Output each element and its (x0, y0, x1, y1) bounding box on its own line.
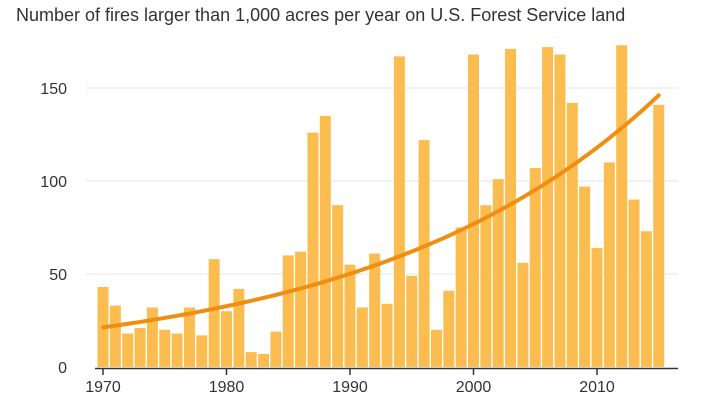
bar-1981 (233, 288, 245, 367)
bar-2015 (653, 104, 665, 368)
bars (97, 45, 665, 368)
bar-2012 (616, 45, 628, 367)
bar-2000 (468, 54, 479, 368)
y-tick-label-50: 50 (49, 267, 67, 284)
y-tick-label-150: 150 (40, 81, 67, 98)
trend-line (101, 93, 661, 330)
bar-1988 (319, 115, 331, 368)
chart-subtitle: Number of fires larger than 1,000 acres … (16, 5, 626, 25)
bar-1989 (332, 205, 344, 367)
x-tick-label-1970: 1970 (85, 379, 121, 396)
bar-2013 (628, 199, 640, 367)
bar-2014 (640, 231, 652, 367)
bar-1972 (122, 333, 134, 367)
bar-1971 (109, 305, 121, 367)
bar-1996 (418, 140, 430, 367)
x-tick-label-2000: 2000 (456, 379, 492, 396)
bar-1985 (282, 255, 294, 367)
bar-1986 (295, 251, 307, 367)
bar-1997 (430, 329, 442, 367)
bar-2004 (517, 262, 529, 367)
x-axis: 1970 1980 1990 2000 2010 (85, 367, 678, 396)
bar-1978 (196, 335, 208, 367)
bar-2006 (542, 47, 554, 367)
bar-2011 (603, 162, 615, 367)
bar-2008 (566, 102, 578, 367)
bar-1983 (258, 353, 270, 367)
bar-1979 (208, 259, 220, 367)
bar-1977 (183, 307, 195, 367)
bar-2003 (505, 48, 517, 367)
bar-2001 (480, 205, 492, 367)
bar-2005 (529, 167, 541, 367)
bar-1999 (455, 227, 467, 367)
bar-1987 (307, 132, 319, 367)
bar-1984 (270, 331, 282, 367)
bar-1975 (159, 329, 171, 367)
bar-1982 (245, 352, 257, 367)
bar-1974 (146, 307, 158, 367)
bar-1995 (406, 275, 418, 367)
bar-1980 (221, 311, 232, 367)
trend-line-path (101, 93, 661, 330)
bar-1993 (381, 303, 393, 367)
y-axis: 0 50 100 150 (40, 81, 67, 377)
bar-2010 (591, 247, 603, 367)
y-tick-label-0: 0 (58, 360, 67, 377)
x-tick-label-2010: 2010 (579, 379, 615, 396)
bar-1992 (369, 253, 381, 367)
bar-1976 (171, 333, 183, 367)
bar-2007 (554, 54, 566, 368)
y-tick-label-100: 100 (40, 174, 67, 191)
bar-1994 (393, 56, 405, 367)
x-tick-label-1990: 1990 (332, 379, 368, 396)
bar-1998 (443, 290, 455, 367)
bar-1973 (134, 327, 146, 367)
bar-2002 (492, 179, 504, 367)
x-tick-label-1980: 1980 (209, 379, 245, 396)
bar-1990 (344, 264, 356, 367)
bar-2009 (579, 186, 591, 367)
bar-1991 (356, 307, 368, 367)
